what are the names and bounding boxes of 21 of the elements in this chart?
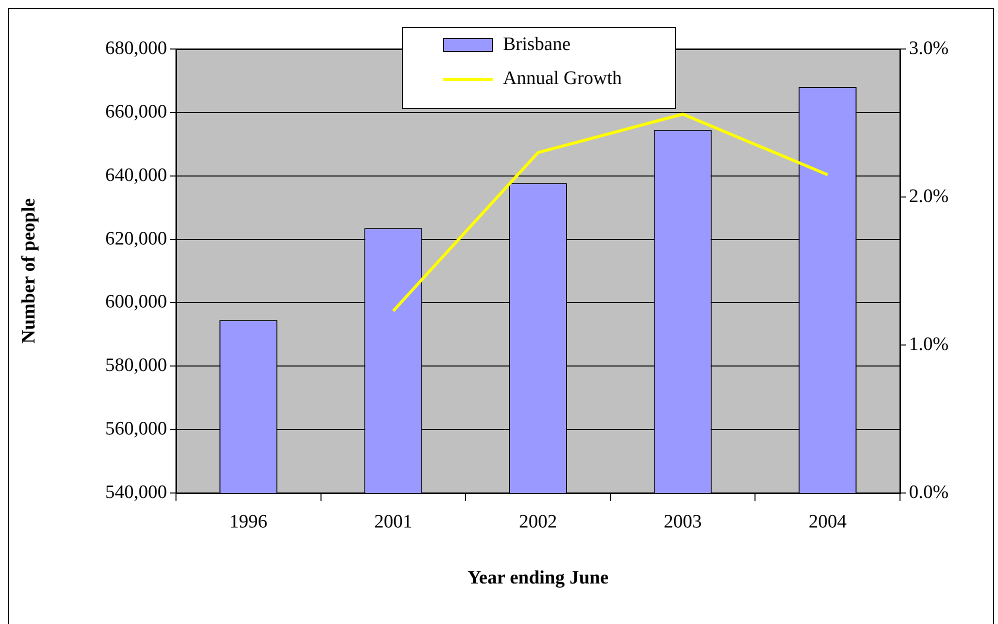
y-tick-label: 580,000 [105, 355, 167, 376]
y-tick-label: 660,000 [105, 101, 167, 122]
y2-tick-label: 3.0% [909, 38, 949, 59]
x-tick-label: 2003 [664, 511, 702, 532]
y-tick-label: 680,000 [105, 38, 167, 59]
x-axis-title: Year ending June [467, 568, 609, 589]
y-tick-label: 620,000 [105, 228, 167, 250]
y2-tick-label: 0.0% [909, 482, 949, 503]
y-tick-label: 640,000 [105, 164, 167, 186]
x-tick-label: 2001 [374, 511, 412, 532]
y-tick-label: 600,000 [105, 292, 167, 313]
x-tick-label: 1996 [229, 511, 268, 532]
x-tick-label: 2002 [519, 511, 557, 532]
y-tick-label: 540,000 [105, 482, 167, 503]
y-axis-title: Number of people [18, 198, 40, 344]
legend-label: Annual Growth [503, 68, 622, 90]
legend-label: Brisbane [503, 34, 571, 56]
x-tick-label: 2004 [808, 511, 848, 532]
y2-tick-label: 1.0% [909, 334, 949, 355]
y-tick-label: 560,000 [105, 418, 167, 440]
y2-tick-label: 2.0% [909, 186, 949, 207]
